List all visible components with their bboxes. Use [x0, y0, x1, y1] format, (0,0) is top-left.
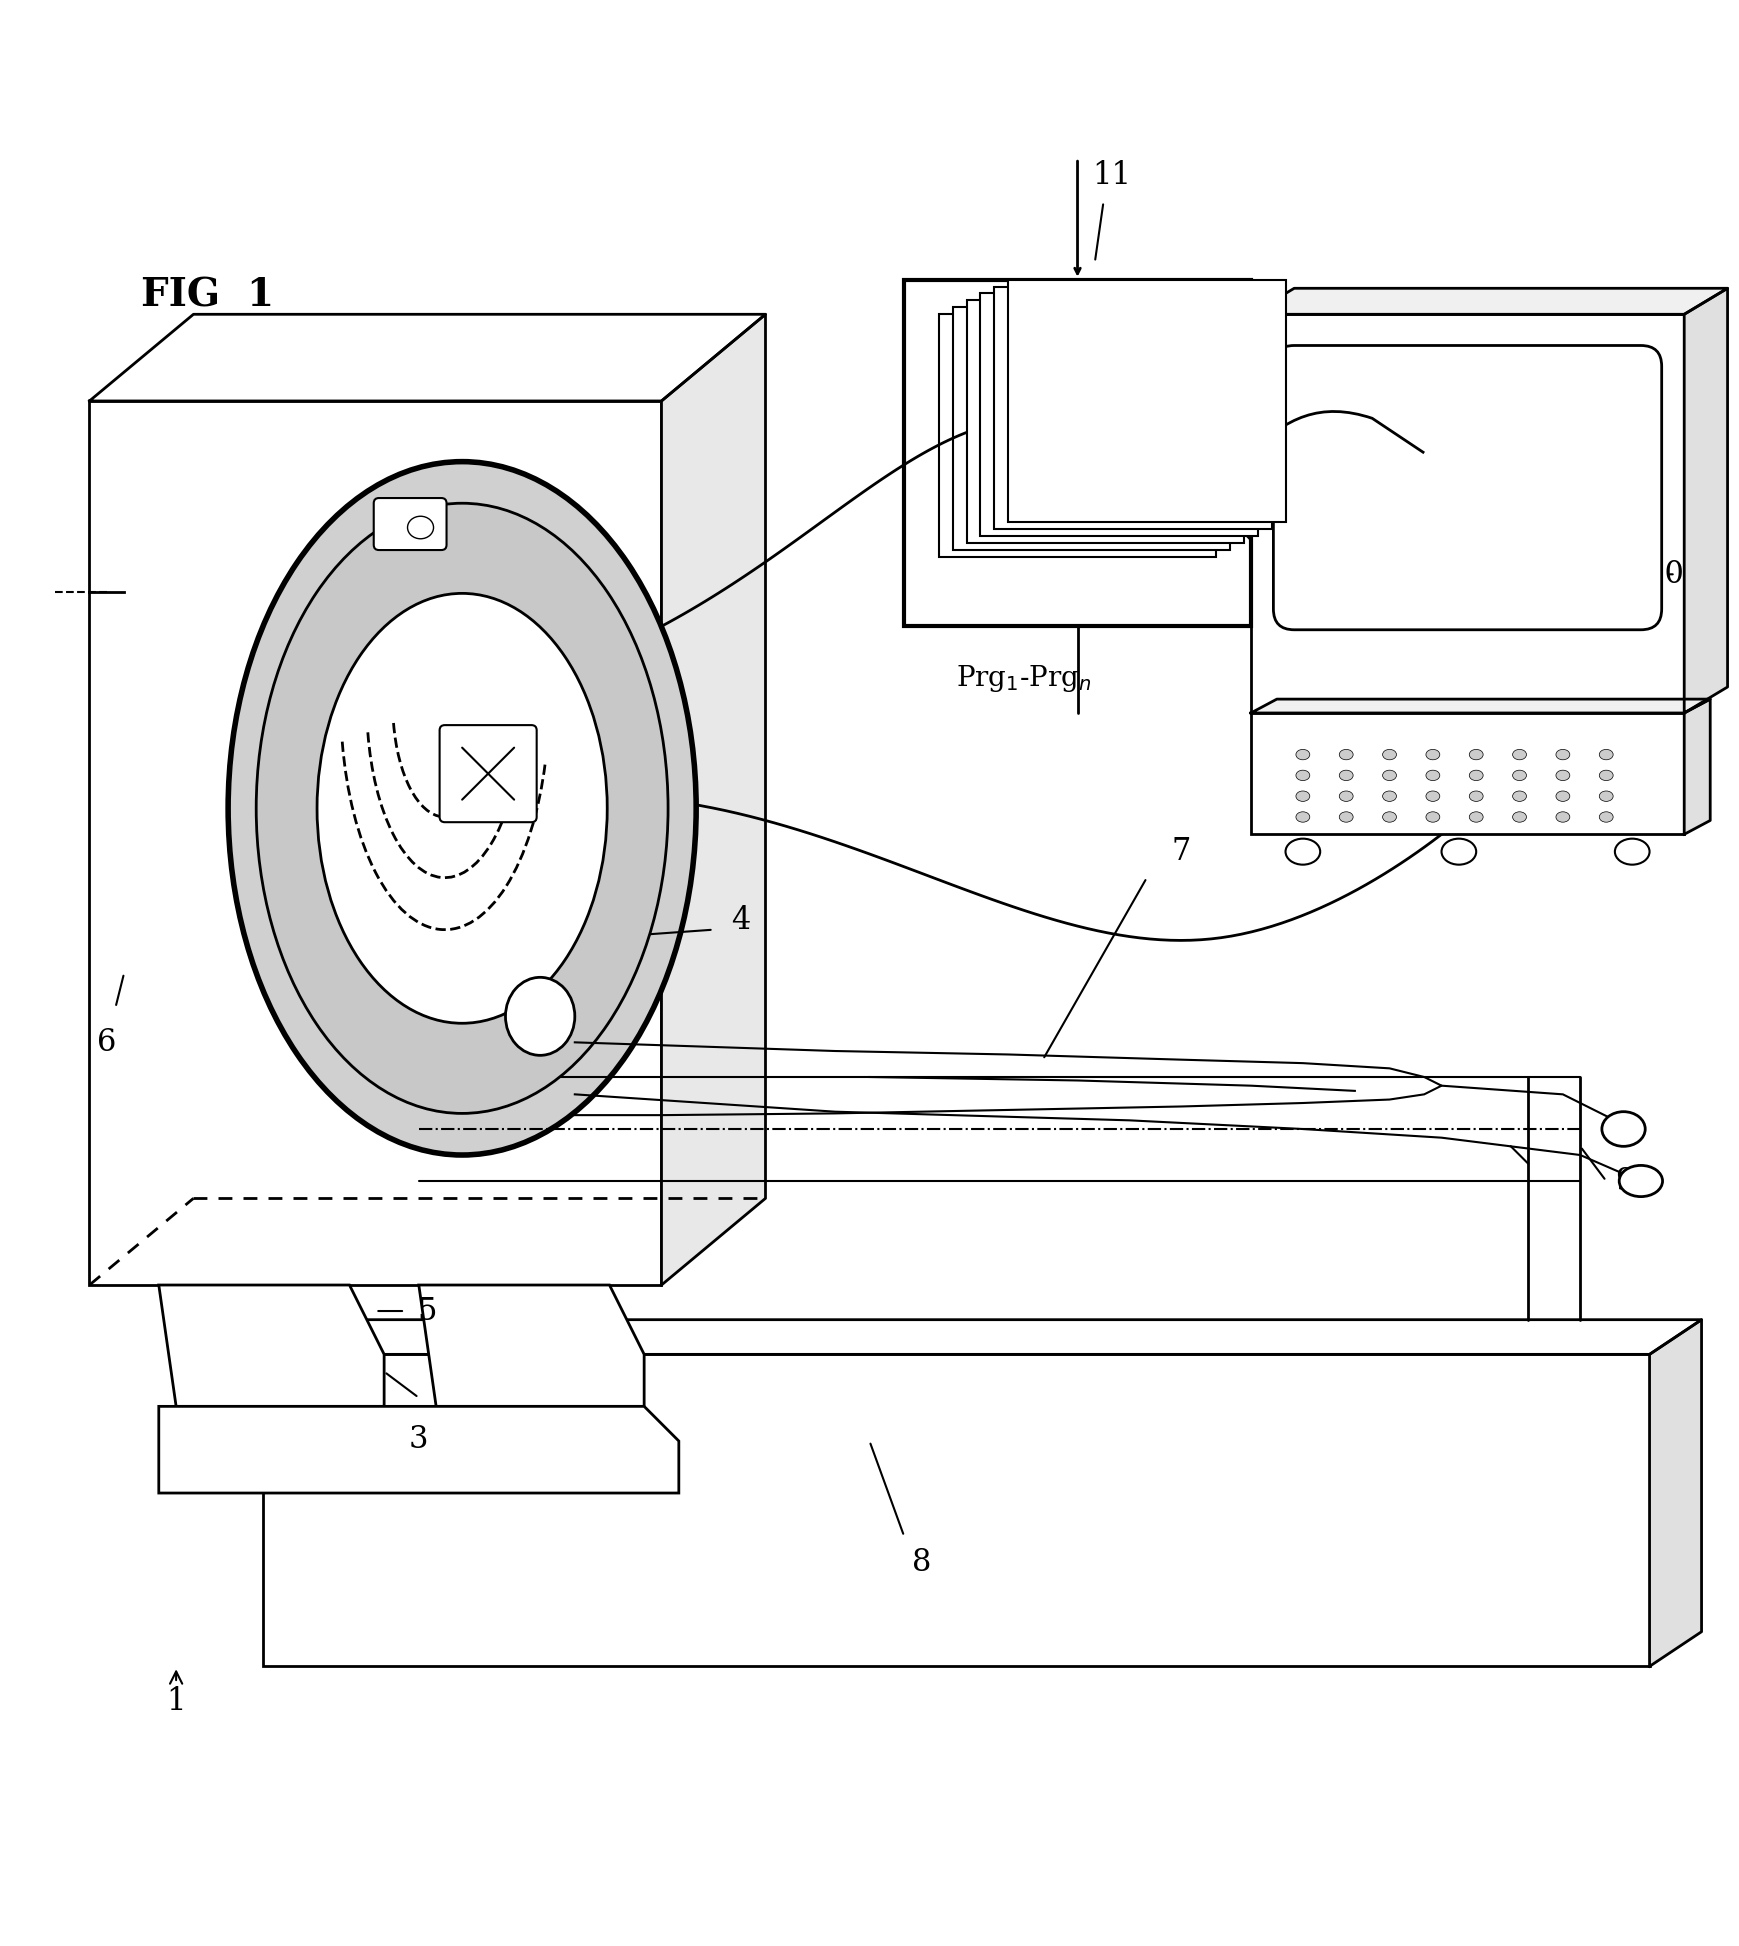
Ellipse shape: [1556, 811, 1570, 823]
Polygon shape: [158, 1284, 384, 1407]
Ellipse shape: [1600, 749, 1614, 759]
Bar: [981, 294, 1257, 537]
Text: 3: 3: [409, 1424, 428, 1456]
Ellipse shape: [1513, 790, 1527, 802]
Ellipse shape: [1426, 811, 1440, 823]
Bar: [1009, 280, 1285, 522]
Ellipse shape: [1556, 771, 1570, 780]
Ellipse shape: [1339, 811, 1353, 823]
Polygon shape: [661, 315, 765, 1284]
Text: 6: 6: [97, 1027, 117, 1059]
Text: 11: 11: [1092, 160, 1132, 191]
Ellipse shape: [1600, 811, 1614, 823]
Bar: [263, 1354, 1650, 1666]
Ellipse shape: [1383, 811, 1396, 823]
Ellipse shape: [1383, 771, 1396, 780]
Ellipse shape: [1339, 790, 1353, 802]
FancyBboxPatch shape: [1273, 346, 1662, 631]
Ellipse shape: [1339, 771, 1353, 780]
FancyBboxPatch shape: [440, 726, 537, 823]
Ellipse shape: [1296, 790, 1309, 802]
Bar: [939, 315, 1216, 557]
Polygon shape: [1650, 1319, 1701, 1666]
Ellipse shape: [1556, 790, 1570, 802]
Polygon shape: [89, 315, 765, 401]
Ellipse shape: [1602, 1111, 1645, 1146]
Text: 2: 2: [523, 541, 543, 572]
Ellipse shape: [1616, 839, 1650, 864]
Ellipse shape: [506, 977, 576, 1055]
Ellipse shape: [1426, 749, 1440, 759]
Ellipse shape: [1285, 839, 1320, 864]
Ellipse shape: [1469, 749, 1483, 759]
Ellipse shape: [1442, 839, 1476, 864]
Ellipse shape: [1513, 771, 1527, 780]
Ellipse shape: [1383, 790, 1396, 802]
Text: 1: 1: [167, 1672, 186, 1716]
Ellipse shape: [1296, 811, 1309, 823]
Ellipse shape: [1426, 771, 1440, 780]
Text: 5: 5: [417, 1296, 436, 1327]
Ellipse shape: [256, 504, 668, 1113]
Ellipse shape: [1426, 790, 1440, 802]
Ellipse shape: [1619, 1166, 1662, 1197]
Bar: [995, 286, 1271, 529]
Text: 8: 8: [911, 1547, 930, 1578]
Ellipse shape: [1469, 790, 1483, 802]
Bar: [953, 307, 1229, 551]
Bar: [967, 300, 1243, 543]
Polygon shape: [1683, 699, 1709, 835]
Ellipse shape: [228, 461, 696, 1156]
Bar: [89, 401, 661, 1284]
Ellipse shape: [1339, 749, 1353, 759]
Ellipse shape: [1469, 811, 1483, 823]
Polygon shape: [1250, 288, 1727, 315]
Ellipse shape: [1513, 749, 1527, 759]
Ellipse shape: [1296, 749, 1309, 759]
Polygon shape: [419, 1284, 643, 1407]
Text: FIG  1: FIG 1: [141, 276, 275, 315]
Polygon shape: [263, 1319, 1701, 1354]
Bar: [1250, 712, 1683, 835]
Polygon shape: [158, 1407, 678, 1493]
Ellipse shape: [316, 594, 607, 1024]
FancyBboxPatch shape: [374, 498, 447, 551]
Ellipse shape: [1383, 749, 1396, 759]
Ellipse shape: [1600, 790, 1614, 802]
Text: 4: 4: [730, 905, 750, 936]
Polygon shape: [1683, 288, 1727, 712]
Text: 9: 9: [1616, 1166, 1635, 1197]
Polygon shape: [1250, 699, 1709, 712]
Text: 7: 7: [1172, 837, 1191, 868]
Ellipse shape: [1513, 811, 1527, 823]
Text: 10: 10: [1645, 559, 1683, 590]
Text: Prg$_1$-Prg$_n$: Prg$_1$-Prg$_n$: [956, 664, 1092, 695]
Bar: [1250, 315, 1683, 712]
Ellipse shape: [1296, 771, 1309, 780]
Ellipse shape: [1469, 771, 1483, 780]
Ellipse shape: [1556, 749, 1570, 759]
Ellipse shape: [407, 516, 433, 539]
Bar: [904, 280, 1250, 627]
Ellipse shape: [1600, 771, 1614, 780]
